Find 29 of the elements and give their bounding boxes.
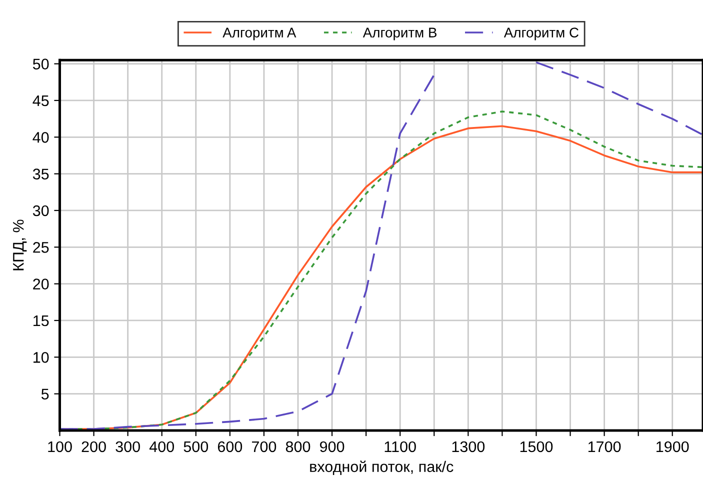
legend-label: Алгоритм B (362, 28, 437, 40)
y-tick-label: 5 (41, 388, 49, 400)
x-tick-label: 1500 (520, 441, 553, 452)
legend-label: Алгоритм C (504, 28, 578, 40)
x-tick-label: 600 (218, 441, 242, 452)
y-axis-title: КПД, % (13, 220, 27, 270)
x-tick-label: 800 (286, 441, 310, 452)
x-tick-label: 300 (116, 441, 140, 452)
y-tick-label: 45 (32, 95, 49, 106)
x-axis-title: входной поток, пак/с (310, 460, 454, 475)
y-tick-label: 25 (33, 242, 49, 253)
y-tick-label: 20 (33, 278, 49, 290)
y-tick-label: 15 (34, 316, 49, 326)
x-tick-label: 400 (149, 441, 174, 452)
y-tick-label: 30 (32, 205, 49, 216)
x-tick-label: 1900 (656, 441, 689, 452)
x-tick-label: 700 (252, 441, 276, 452)
x-tick-label: 500 (184, 441, 208, 452)
y-tick-label: 40 (32, 132, 49, 143)
x-tick-label: 1300 (452, 441, 485, 452)
x-tick-label: 100 (48, 441, 72, 452)
x-tick-label: 200 (82, 441, 106, 452)
y-tick-label: 50 (32, 58, 49, 70)
x-tick-label: 900 (320, 441, 344, 452)
x-tick-label: 1100 (384, 441, 416, 452)
y-tick-label: 35 (32, 168, 49, 180)
legend-label: Алгоритм A (222, 28, 296, 40)
x-tick-label: 1700 (588, 441, 621, 452)
y-tick-label: 10 (34, 352, 49, 363)
